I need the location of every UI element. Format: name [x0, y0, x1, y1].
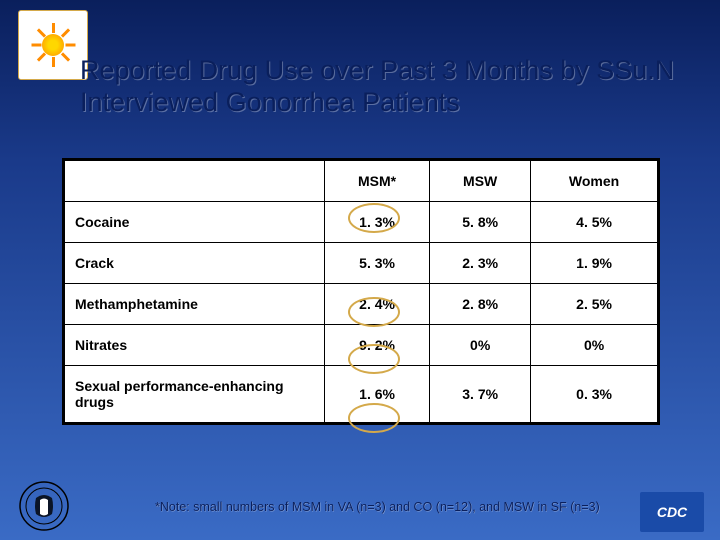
row-label: Cocaine: [65, 202, 325, 243]
drug-use-table: MSM* MSW Women Cocaine 1. 3% 5. 8% 4. 5%…: [64, 160, 658, 423]
cell: 2. 5%: [531, 284, 658, 325]
table-row: Crack 5. 3% 2. 3% 1. 9%: [65, 243, 658, 284]
cell: 0%: [531, 325, 658, 366]
cell: 1. 9%: [531, 243, 658, 284]
footnote-text: *Note: small numbers of MSM in VA (n=3) …: [155, 500, 600, 514]
row-label: Crack: [65, 243, 325, 284]
row-label: Nitrates: [65, 325, 325, 366]
table-row: Sexual performance-enhancing drugs 1. 6%…: [65, 366, 658, 423]
table-row: Methamphetamine 2. 4% 2. 8% 2. 5%: [65, 284, 658, 325]
network-logo: [18, 10, 88, 80]
table-row: Cocaine 1. 3% 5. 8% 4. 5%: [65, 202, 658, 243]
cell: 1. 6%: [325, 366, 430, 423]
col-header-msm: MSM*: [325, 161, 430, 202]
cdc-logo-text: CDC: [657, 504, 687, 520]
cdc-logo: CDC: [640, 492, 704, 532]
col-header-women: Women: [531, 161, 658, 202]
col-header-blank: [65, 161, 325, 202]
cell: 0. 3%: [531, 366, 658, 423]
cell: 9. 2%: [325, 325, 430, 366]
sun-icon: [33, 25, 73, 65]
row-label: Methamphetamine: [65, 284, 325, 325]
cell: 2. 8%: [430, 284, 531, 325]
slide-title: Reported Drug Use over Past 3 Months by …: [80, 54, 690, 119]
cell: 3. 7%: [430, 366, 531, 423]
row-label: Sexual performance-enhancing drugs: [65, 366, 325, 423]
cell: 0%: [430, 325, 531, 366]
cell: 2. 4%: [325, 284, 430, 325]
cell: 5. 3%: [325, 243, 430, 284]
table-row: Nitrates 9. 2% 0% 0%: [65, 325, 658, 366]
hhs-seal-icon: [18, 480, 70, 532]
table-body: Cocaine 1. 3% 5. 8% 4. 5% Crack 5. 3% 2.…: [65, 202, 658, 423]
data-table-container: MSM* MSW Women Cocaine 1. 3% 5. 8% 4. 5%…: [62, 158, 660, 425]
cell: 2. 3%: [430, 243, 531, 284]
col-header-msw: MSW: [430, 161, 531, 202]
table-header-row: MSM* MSW Women: [65, 161, 658, 202]
cell: 1. 3%: [325, 202, 430, 243]
cell: 4. 5%: [531, 202, 658, 243]
cell: 5. 8%: [430, 202, 531, 243]
